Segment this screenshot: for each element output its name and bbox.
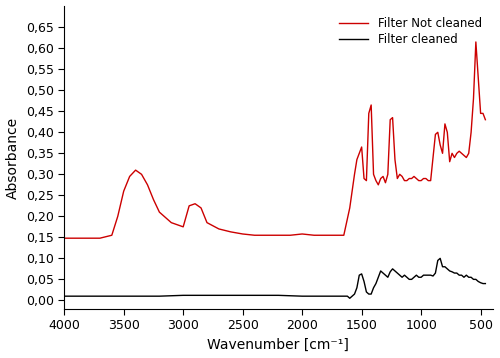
Filter cleaned xyxy=(347,296,353,300)
Filter Not cleaned xyxy=(352,172,358,176)
Filter cleaned xyxy=(399,275,405,279)
Filter Not cleaned xyxy=(144,183,150,187)
Filter cleaned xyxy=(452,271,458,275)
Line: Filter Not cleaned: Filter Not cleaned xyxy=(64,42,486,238)
Filter cleaned xyxy=(482,281,488,286)
Filter cleaned xyxy=(61,294,67,298)
Filter Not cleaned xyxy=(216,227,222,231)
Filter Not cleaned xyxy=(380,174,386,179)
Y-axis label: Absorbance: Absorbance xyxy=(6,116,20,199)
Filter Not cleaned xyxy=(156,210,162,214)
Legend: Filter Not cleaned, Filter cleaned: Filter Not cleaned, Filter cleaned xyxy=(334,12,486,51)
X-axis label: Wavenumber [cm⁻¹]: Wavenumber [cm⁻¹] xyxy=(208,338,350,352)
Filter cleaned xyxy=(368,292,374,296)
Filter cleaned xyxy=(420,273,426,277)
Filter cleaned xyxy=(426,273,432,277)
Filter Not cleaned xyxy=(482,117,488,122)
Filter cleaned xyxy=(437,256,443,261)
Filter Not cleaned xyxy=(473,40,479,44)
Line: Filter cleaned: Filter cleaned xyxy=(64,258,486,298)
Filter Not cleaned xyxy=(458,151,464,155)
Filter Not cleaned xyxy=(61,236,67,240)
Filter cleaned xyxy=(228,293,234,297)
